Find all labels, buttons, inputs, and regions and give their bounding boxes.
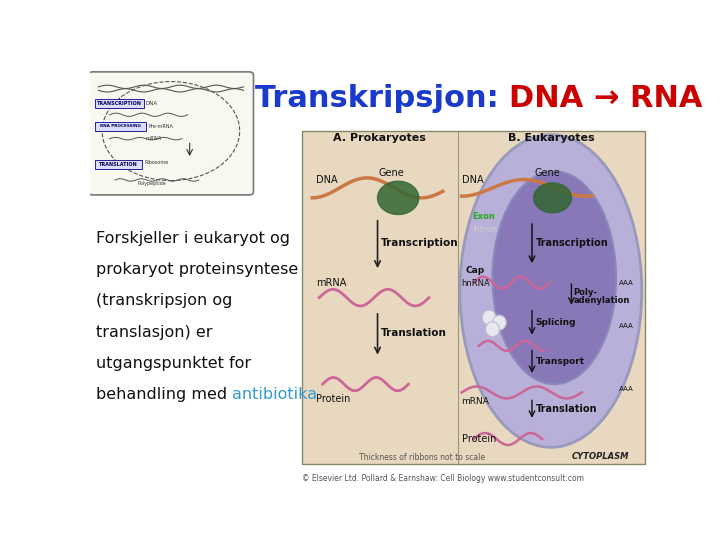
Text: Polypeptide: Polypeptide bbox=[137, 181, 166, 186]
Text: Intron: Intron bbox=[472, 225, 497, 234]
FancyBboxPatch shape bbox=[302, 131, 645, 464]
Text: behandling med: behandling med bbox=[96, 387, 232, 402]
Text: translasjon) er: translasjon) er bbox=[96, 325, 212, 340]
Ellipse shape bbox=[482, 310, 496, 325]
Text: mRNA: mRNA bbox=[462, 397, 490, 407]
FancyBboxPatch shape bbox=[95, 160, 142, 170]
Text: TRANSCRIPTION: TRANSCRIPTION bbox=[96, 100, 142, 106]
Text: B. Eukaryotes: B. Eukaryotes bbox=[508, 133, 594, 144]
Text: © Elsevier Ltd. Pollard & Earnshaw: Cell Biology www.studentconsult.com: © Elsevier Ltd. Pollard & Earnshaw: Cell… bbox=[302, 474, 584, 483]
Text: CYTOPLASM: CYTOPLASM bbox=[572, 451, 629, 461]
Text: AAA: AAA bbox=[619, 323, 634, 329]
Text: Gene: Gene bbox=[379, 168, 404, 178]
Text: DNA: DNA bbox=[462, 174, 483, 185]
Text: mRNA: mRNA bbox=[145, 136, 162, 141]
Text: Ribosome: Ribosome bbox=[145, 160, 169, 165]
Text: hnRNA: hnRNA bbox=[462, 279, 490, 288]
Text: A. Prokaryotes: A. Prokaryotes bbox=[333, 133, 426, 144]
FancyBboxPatch shape bbox=[89, 72, 253, 195]
Text: Gene: Gene bbox=[534, 168, 560, 178]
FancyBboxPatch shape bbox=[95, 99, 143, 107]
Text: adenylation: adenylation bbox=[573, 296, 629, 306]
Polygon shape bbox=[534, 183, 572, 213]
Text: AAA: AAA bbox=[619, 386, 634, 392]
Polygon shape bbox=[377, 181, 419, 214]
Text: Exon: Exon bbox=[472, 212, 495, 221]
Text: antibiotika: antibiotika bbox=[232, 387, 317, 402]
Text: prokaryot proteinsyntese: prokaryot proteinsyntese bbox=[96, 262, 298, 278]
Text: Protein: Protein bbox=[316, 394, 350, 404]
Text: Transcription: Transcription bbox=[381, 238, 459, 248]
Text: (transkripsjon og: (transkripsjon og bbox=[96, 294, 232, 308]
FancyBboxPatch shape bbox=[95, 122, 146, 131]
Text: DNA → RNA: DNA → RNA bbox=[509, 84, 703, 112]
Ellipse shape bbox=[485, 322, 500, 337]
Text: Translation: Translation bbox=[536, 404, 597, 414]
Ellipse shape bbox=[492, 315, 506, 330]
Text: Protein: Protein bbox=[462, 434, 496, 444]
Text: RNA PROCESSING: RNA PROCESSING bbox=[100, 124, 141, 129]
Text: Splicing: Splicing bbox=[536, 318, 576, 327]
Text: AAA: AAA bbox=[619, 280, 634, 286]
Text: Transkripsjon:: Transkripsjon: bbox=[255, 84, 509, 112]
Text: Cap: Cap bbox=[465, 266, 484, 275]
Text: Forskjeller i eukaryot og: Forskjeller i eukaryot og bbox=[96, 231, 289, 246]
Text: utgangspunktet for: utgangspunktet for bbox=[96, 356, 251, 371]
Text: Transport: Transport bbox=[536, 357, 585, 366]
Text: mRNA: mRNA bbox=[316, 278, 346, 288]
Text: Translation: Translation bbox=[381, 328, 447, 338]
Text: Pre-mRNA: Pre-mRNA bbox=[148, 124, 174, 129]
Text: TRANSLATION: TRANSLATION bbox=[99, 163, 138, 167]
Text: Poly-: Poly- bbox=[573, 288, 597, 297]
Text: DNA: DNA bbox=[316, 174, 338, 185]
Text: Thickness of ribbons not to scale: Thickness of ribbons not to scale bbox=[359, 453, 485, 462]
Text: Transcription: Transcription bbox=[536, 238, 608, 248]
Ellipse shape bbox=[460, 134, 642, 447]
Text: DNA: DNA bbox=[145, 100, 158, 106]
Ellipse shape bbox=[492, 171, 616, 384]
